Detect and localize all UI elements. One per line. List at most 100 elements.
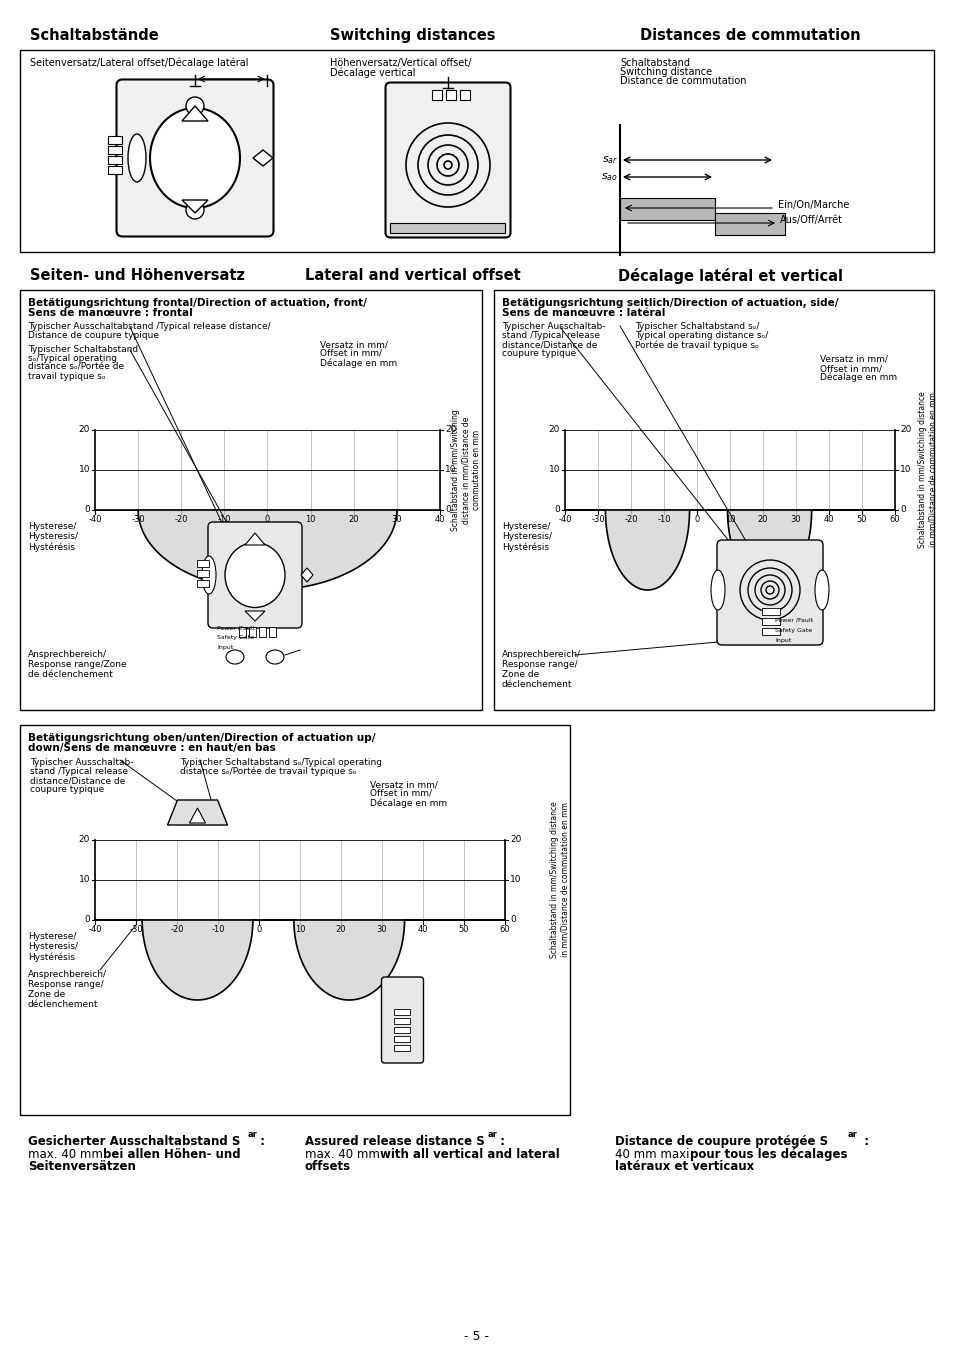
Ellipse shape <box>710 570 724 611</box>
Text: 20: 20 <box>899 426 910 435</box>
Text: Typischer Ausschaltabstand /Typical release distance/: Typischer Ausschaltabstand /Typical rele… <box>28 322 271 331</box>
Text: stand /Typical release: stand /Typical release <box>30 767 128 775</box>
Text: distance sₒ/Portée de travail typique sₒ: distance sₒ/Portée de travail typique sₒ <box>180 767 356 777</box>
Text: 0: 0 <box>510 916 516 924</box>
Text: Hystérésis: Hystérésis <box>501 542 548 551</box>
Text: 10: 10 <box>899 466 910 474</box>
Ellipse shape <box>266 650 284 663</box>
Text: distance/Distance de: distance/Distance de <box>501 340 597 349</box>
Polygon shape <box>190 808 205 823</box>
Text: 10: 10 <box>510 875 521 885</box>
Text: -30: -30 <box>129 925 143 934</box>
Text: Décalage en mm: Décalage en mm <box>820 373 896 382</box>
Bar <box>249 627 255 638</box>
Text: Zone de: Zone de <box>501 670 538 680</box>
Text: Typischer Schaltabstand: Typischer Schaltabstand <box>28 345 138 354</box>
Text: bei allen Höhen- und: bei allen Höhen- und <box>103 1148 240 1161</box>
Text: Seiten- und Höhenversatz: Seiten- und Höhenversatz <box>30 267 245 282</box>
Text: Schaltabstand in mm/Switching distance
in mm/Distance de commutation en mm: Schaltabstand in mm/Switching distance i… <box>550 801 569 958</box>
Polygon shape <box>253 150 273 166</box>
Text: Décalage en mm: Décalage en mm <box>319 358 396 367</box>
Text: Distance de commutation: Distance de commutation <box>619 76 745 86</box>
Text: -40: -40 <box>89 515 102 524</box>
Text: Betätigungsrichtung frontal/Direction of actuation, front/: Betätigungsrichtung frontal/Direction of… <box>28 299 367 308</box>
Text: Ansprechbereich/: Ansprechbereich/ <box>501 650 580 659</box>
Bar <box>395 1046 410 1051</box>
Ellipse shape <box>150 108 240 208</box>
Bar <box>20 50 933 253</box>
Text: 20: 20 <box>335 925 346 934</box>
Text: Hysterese/: Hysterese/ <box>28 932 76 942</box>
Bar <box>459 91 470 100</box>
Text: 10: 10 <box>78 875 90 885</box>
Text: Versatz in mm/: Versatz in mm/ <box>820 355 887 363</box>
Circle shape <box>186 201 204 219</box>
Text: déclenchement: déclenchement <box>28 1000 98 1009</box>
Text: 10: 10 <box>724 515 735 524</box>
Text: Hysteresis/: Hysteresis/ <box>501 532 552 540</box>
Text: Décalage latéral et vertical: Décalage latéral et vertical <box>618 267 842 284</box>
Text: distance sₒ/Portée de: distance sₒ/Portée de <box>28 363 124 372</box>
Text: Typischer Ausschaltab-: Typischer Ausschaltab- <box>30 758 133 767</box>
Bar <box>109 136 122 145</box>
Bar <box>761 628 780 635</box>
Text: 30: 30 <box>391 515 402 524</box>
Bar <box>109 166 122 174</box>
Text: Betätigungsrichtung seitlich/Direction of actuation, side/: Betätigungsrichtung seitlich/Direction o… <box>501 299 838 308</box>
Text: 20: 20 <box>548 426 559 435</box>
Text: 40: 40 <box>417 925 428 934</box>
Text: Schaltabstände: Schaltabstände <box>30 28 158 43</box>
Text: travail typique sₒ: travail typique sₒ <box>28 372 106 381</box>
Ellipse shape <box>814 570 828 611</box>
Bar <box>446 91 456 100</box>
Bar <box>395 1027 410 1034</box>
Text: 10: 10 <box>444 466 456 474</box>
Text: Safety Gate: Safety Gate <box>216 635 253 640</box>
Text: 40: 40 <box>435 515 445 524</box>
Circle shape <box>186 97 204 115</box>
Text: 60: 60 <box>889 515 900 524</box>
Text: Distances de commutation: Distances de commutation <box>639 28 860 43</box>
Text: Schaltabstand in mm/Switching distance
in mm/Distance de commutation en mm: Schaltabstand in mm/Switching distance i… <box>918 392 937 549</box>
Text: Safety Gate: Safety Gate <box>774 628 811 634</box>
Bar <box>395 1019 410 1024</box>
Text: Sens de manœuvre : latéral: Sens de manœuvre : latéral <box>501 308 664 317</box>
Text: 0: 0 <box>84 505 90 515</box>
Polygon shape <box>727 509 811 590</box>
Ellipse shape <box>202 557 215 594</box>
Text: Décalage vertical: Décalage vertical <box>330 68 416 77</box>
Bar <box>761 617 780 626</box>
Polygon shape <box>182 105 208 122</box>
Text: 10: 10 <box>305 515 315 524</box>
Text: Schaltabstand: Schaltabstand <box>619 58 689 68</box>
Text: Décalage en mm: Décalage en mm <box>370 798 447 808</box>
Text: Gesicherter Ausschaltabstand S: Gesicherter Ausschaltabstand S <box>28 1135 240 1148</box>
Text: Distance de coupure typique: Distance de coupure typique <box>28 331 159 340</box>
Text: Hysterese/: Hysterese/ <box>28 521 76 531</box>
Bar <box>258 627 266 638</box>
Text: -20: -20 <box>623 515 638 524</box>
Polygon shape <box>605 509 689 590</box>
Text: Schaltabstand in mm/Switching
distance in mm/Distance de
commutation en mm: Schaltabstand in mm/Switching distance i… <box>451 409 480 531</box>
Bar <box>196 561 209 567</box>
FancyBboxPatch shape <box>116 80 274 236</box>
Bar <box>395 1009 410 1015</box>
Text: Offset in mm/: Offset in mm/ <box>820 363 882 373</box>
Text: Sens de manœuvre : frontal: Sens de manœuvre : frontal <box>28 308 193 317</box>
Text: Hystérésis: Hystérésis <box>28 952 75 962</box>
Text: déclenchement: déclenchement <box>501 680 572 689</box>
FancyBboxPatch shape <box>717 540 822 644</box>
Text: 20: 20 <box>444 426 456 435</box>
Text: Switching distances: Switching distances <box>330 28 495 43</box>
Text: de déclenchement: de déclenchement <box>28 670 112 680</box>
Text: Offset in mm/: Offset in mm/ <box>319 349 381 358</box>
Text: Aus/Off/Arrêt: Aus/Off/Arrêt <box>780 215 842 226</box>
Text: coupure typique: coupure typique <box>501 349 576 358</box>
Text: ar: ar <box>488 1129 497 1139</box>
Text: 0: 0 <box>265 515 270 524</box>
Text: Hystérésis: Hystérésis <box>28 542 75 551</box>
Text: :: : <box>855 1135 868 1148</box>
Text: Ansprechbereich/: Ansprechbereich/ <box>28 650 107 659</box>
Text: 40 mm maxi: 40 mm maxi <box>615 1148 693 1161</box>
Bar <box>494 290 933 711</box>
